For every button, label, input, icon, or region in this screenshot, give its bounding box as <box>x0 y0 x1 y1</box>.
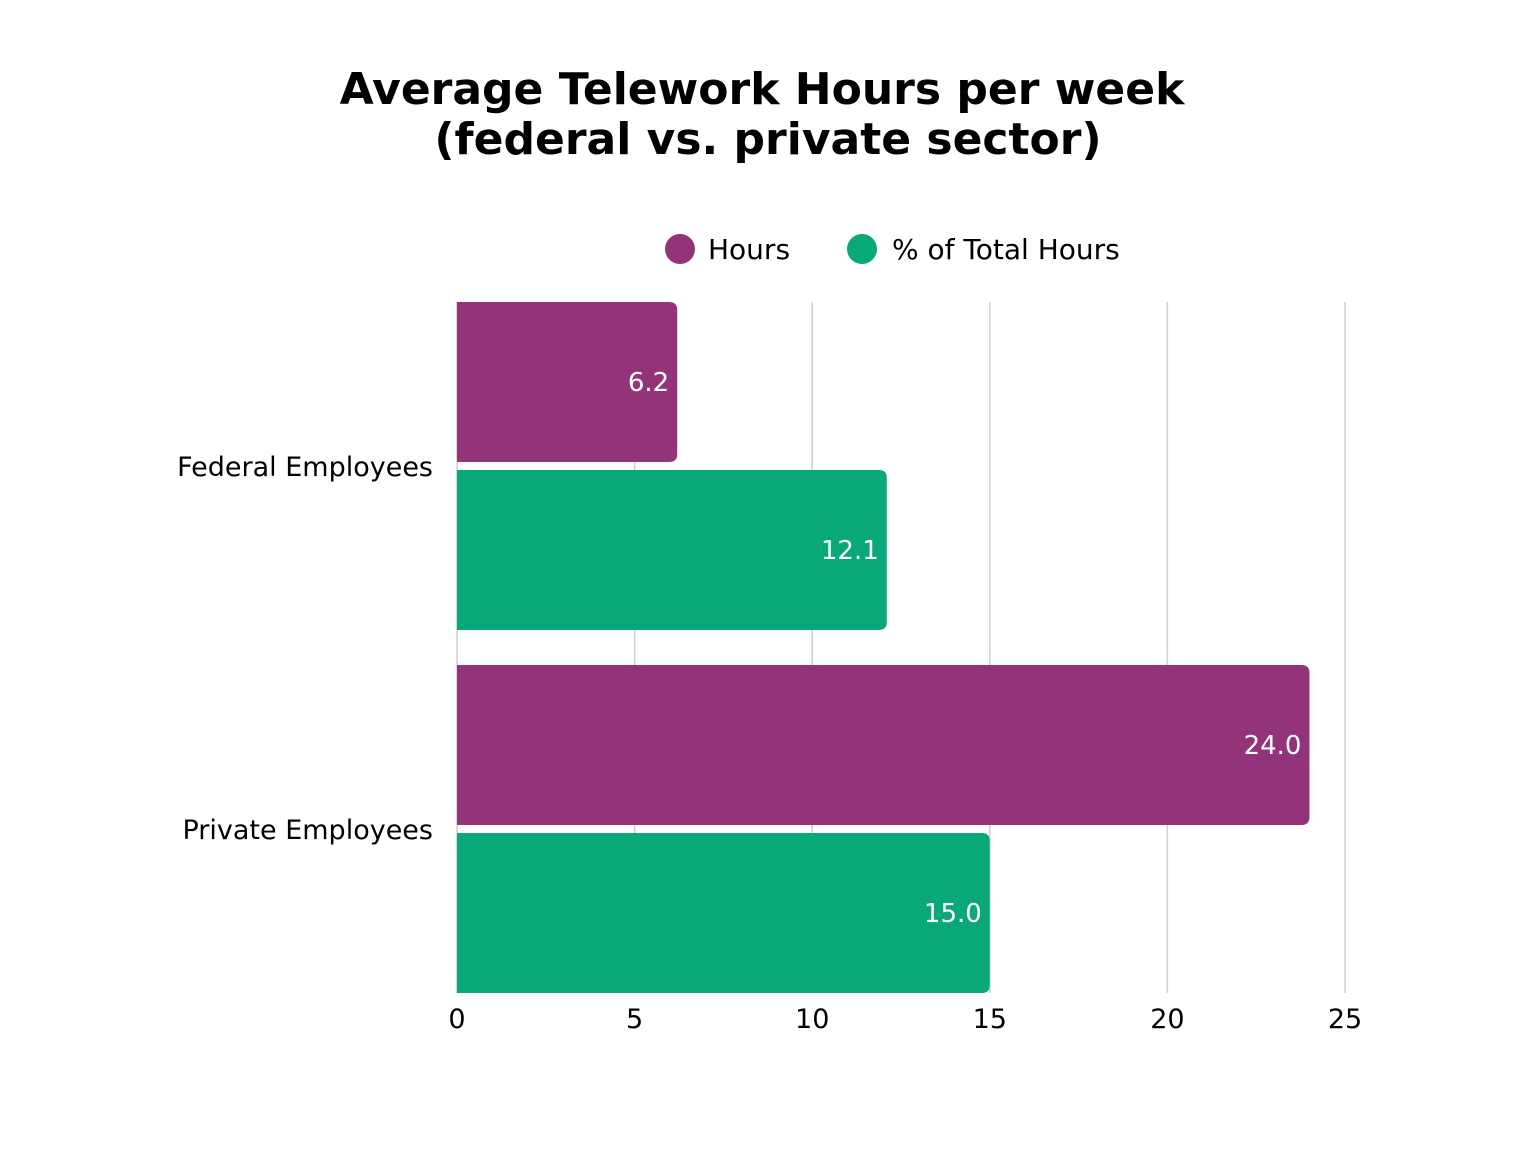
bar-hours-federal-employees <box>457 302 678 462</box>
bar-percent-of-total-hours-federal-employees <box>457 470 887 630</box>
bars <box>457 302 1310 993</box>
legend: Hours % of Total Hours <box>665 233 1120 266</box>
category-axis-labels: Federal Employees Private Employees <box>177 452 433 846</box>
chart-title-line-2: (federal vs. private sector) <box>434 114 1101 165</box>
data-label-hours-private-employees: 24.0 <box>1244 731 1302 761</box>
data-label-percent-of-total-hours-private-employees: 15.0 <box>924 899 982 929</box>
x-tick-label-0: 0 <box>448 1004 465 1035</box>
chart-title-line-1: Average Telework Hours per week <box>340 64 1186 115</box>
category-label-federal-employees: Federal Employees <box>177 452 433 483</box>
x-tick-label-5: 5 <box>626 1004 643 1035</box>
category-label-private-employees: Private Employees <box>182 815 433 846</box>
x-tick-label-15: 15 <box>973 1004 1007 1035</box>
legend-swatch-percent-total-hours <box>847 234 877 264</box>
legend-item-hours: Hours <box>665 233 790 266</box>
data-label-percent-of-total-hours-federal-employees: 12.1 <box>821 536 879 566</box>
data-label-hours-federal-employees: 6.2 <box>628 368 669 398</box>
legend-label-hours: Hours <box>708 233 790 266</box>
legend-item-percent-total-hours: % of Total Hours <box>847 233 1120 266</box>
bar-hours-private-employees <box>457 665 1310 825</box>
chart-title: Average Telework Hours per week (federal… <box>340 64 1186 165</box>
bar-percent-of-total-hours-private-employees <box>457 833 990 993</box>
x-axis-tick-labels: 0 5 10 15 20 25 <box>448 1004 1362 1035</box>
data-labels: 6.2 12.1 24.0 15.0 <box>628 368 1302 929</box>
legend-swatch-hours <box>665 234 695 264</box>
x-tick-label-20: 20 <box>1150 1004 1184 1035</box>
legend-label-percent-total-hours: % of Total Hours <box>892 233 1120 266</box>
x-tick-label-10: 10 <box>795 1004 829 1035</box>
x-tick-label-25: 25 <box>1328 1004 1362 1035</box>
